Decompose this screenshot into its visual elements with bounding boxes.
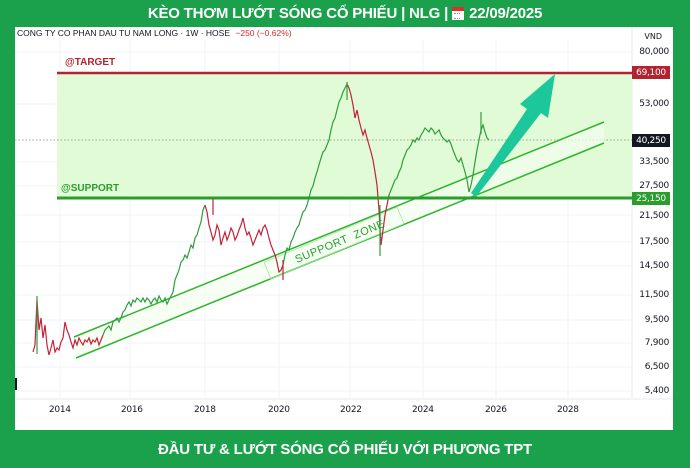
header-date: 22/09/2025 bbox=[469, 5, 543, 22]
price-tick: 27,500 bbox=[639, 181, 669, 191]
chart-canvas[interactable] bbox=[15, 27, 673, 430]
time-tick: 2020 bbox=[268, 405, 290, 415]
header-banner: KÈO THƠM LƯỚT SÓNG CỔ PHIẾU | NLG | 22/0… bbox=[0, 0, 690, 27]
footer-banner: ĐẦU TƯ & LƯỚT SÓNG CỔ PHIẾU VỚI PHƯƠNG T… bbox=[0, 431, 690, 468]
time-tick: 2018 bbox=[194, 405, 216, 415]
time-tick: 2024 bbox=[412, 405, 434, 415]
support-price-tag: 25,150 bbox=[632, 192, 670, 205]
calendar-icon bbox=[452, 7, 465, 20]
symbol-description: CONG TY CO PHAN DAU TU NAM LONG · 1W · H… bbox=[17, 28, 230, 38]
time-tick: 2016 bbox=[121, 405, 143, 415]
price-tick: 14,500 bbox=[639, 261, 669, 271]
price-tick: 5,400 bbox=[644, 386, 670, 396]
time-tick: 2022 bbox=[340, 405, 362, 415]
price-tick: 7,900 bbox=[644, 338, 670, 348]
price-tick: 9,500 bbox=[644, 315, 670, 325]
time-tick: 2028 bbox=[557, 405, 579, 415]
price-tick: 80,000 bbox=[639, 47, 669, 57]
price-tick: 6,500 bbox=[644, 362, 670, 372]
price-unit: VND bbox=[644, 32, 662, 41]
time-tick: 2026 bbox=[485, 405, 507, 415]
upside-arrow-icon bbox=[471, 74, 555, 197]
price-tick: 53,000 bbox=[639, 99, 669, 109]
price-change: −250 (−0.62%) bbox=[235, 28, 292, 38]
header-title: KÈO THƠM LƯỚT SÓNG CỔ PHIẾU | NLG | bbox=[147, 5, 449, 22]
time-tick: 2014 bbox=[49, 405, 71, 415]
candles bbox=[32, 82, 490, 356]
support-zone-label-box bbox=[263, 206, 405, 280]
last-price-tag: 40,250 bbox=[632, 134, 670, 147]
support-label: @SUPPORT bbox=[61, 183, 120, 194]
price-tick: 11,500 bbox=[639, 290, 669, 300]
symbol-legend[interactable]: CONG TY CO PHAN DAU TU NAM LONG · 1W · H… bbox=[17, 28, 292, 38]
price-tick: 17,500 bbox=[639, 237, 669, 247]
target-price-tag: 69,100 bbox=[632, 66, 670, 79]
footer-text: ĐẦU TƯ & LƯỚT SÓNG CỔ PHIẾU VỚI PHƯƠNG T… bbox=[158, 441, 532, 458]
price-tick: 33,500 bbox=[639, 157, 669, 167]
price-tick: 21,500 bbox=[639, 211, 669, 221]
target-label: @TARGET bbox=[65, 57, 116, 68]
chart-panel[interactable] bbox=[15, 27, 673, 430]
